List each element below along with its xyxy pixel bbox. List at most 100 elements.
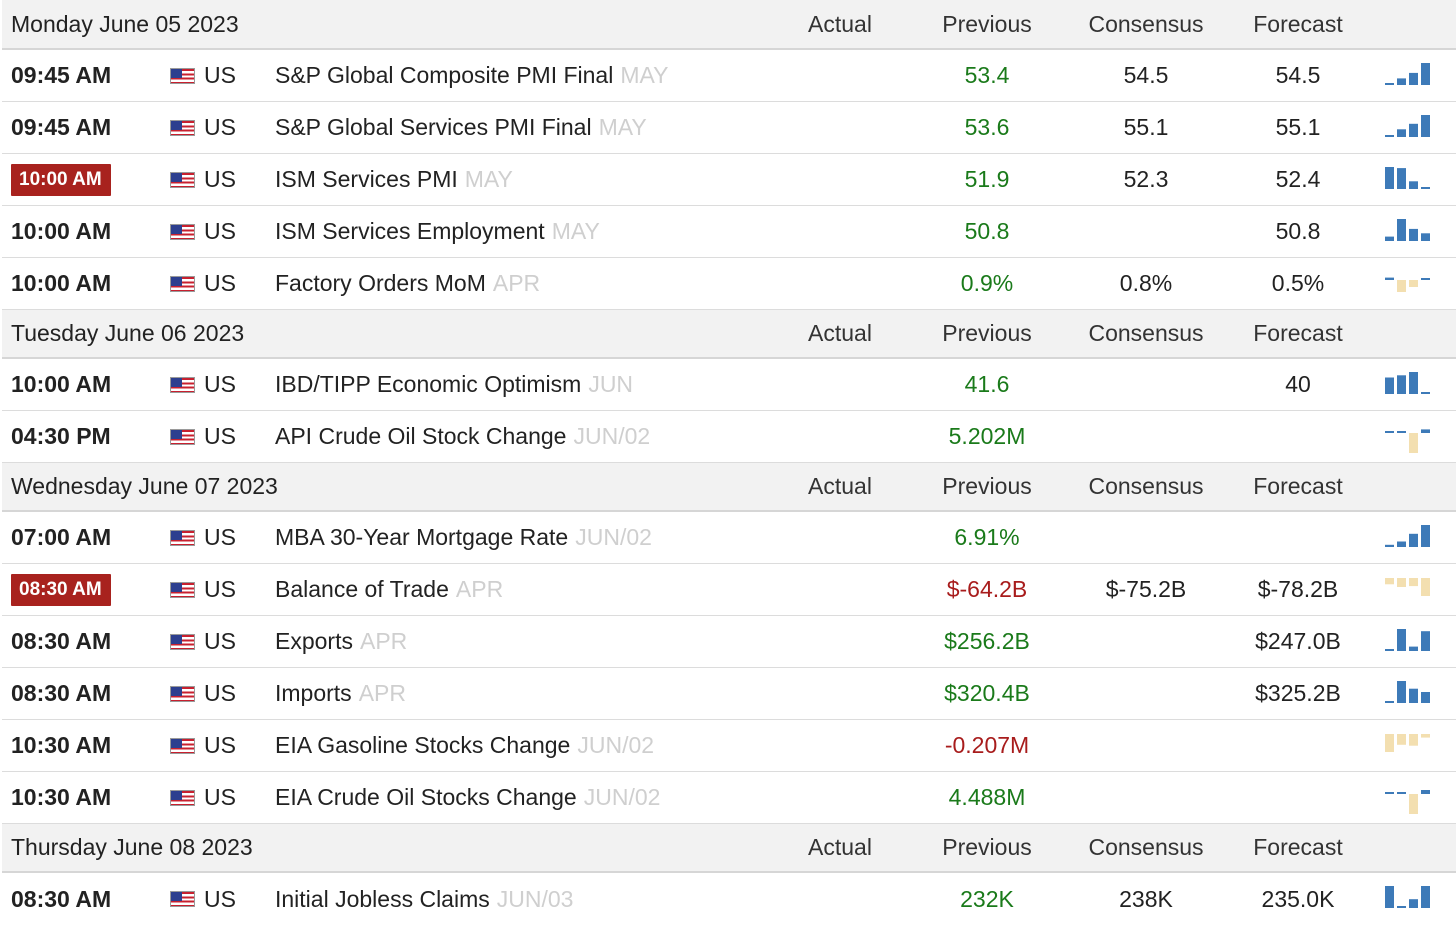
event-row[interactable]: 10:00 AM US IBD/TIPP Economic Optimism JUN 4… [2,359,1456,411]
sparkline-chart-icon[interactable] [1383,359,1437,411]
event-name[interactable]: ISM Services Employment [275,218,545,244]
sparkline-cell[interactable] [1383,668,1437,719]
column-header-actual[interactable]: Actual [808,473,872,499]
us-flag-icon [170,529,195,546]
column-header-forecast[interactable]: Forecast [1253,320,1343,346]
event-name[interactable]: Initial Jobless Claims [275,885,490,912]
event-name[interactable]: Imports [275,680,352,706]
event-row[interactable]: 09:45 AM US S&P Global Services PMI Final M… [2,102,1456,154]
column-header-previous[interactable]: Previous [942,320,1032,346]
event-row[interactable]: 10:30 AM US EIA Gasoline Stocks Change JUN/… [2,720,1456,772]
sparkline-cell[interactable] [1383,258,1437,309]
event-name[interactable]: Factory Orders MoM [275,270,486,296]
event-name-cell[interactable]: EIA Gasoline Stocks Change JUN/02 [275,720,654,771]
sparkline-chart-icon[interactable] [1383,720,1437,772]
event-name-cell[interactable]: Initial Jobless Claims JUN/03 [275,873,573,925]
event-row[interactable]: 10:30 AM US EIA Crude Oil Stocks Change JUN… [2,772,1456,824]
column-header-previous[interactable]: Previous [942,834,1032,860]
forecast-value: 50.8 [1275,218,1321,244]
column-header-consensus[interactable]: Consensus [1088,10,1204,37]
sparkline-cell[interactable] [1383,206,1437,257]
event-country: US [204,166,236,192]
sparkline-chart-icon[interactable] [1383,668,1437,720]
column-header-actual[interactable]: Actual [808,834,872,860]
sparkline-bar [1385,135,1394,137]
sparkline-cell[interactable] [1383,564,1437,615]
event-row[interactable]: 07:00 AM US MBA 30-Year Mortgage Rate JUN/0… [2,512,1456,564]
event-name[interactable]: API Crude Oil Stock Change [275,423,567,449]
sparkline-chart-icon[interactable] [1383,206,1437,258]
event-name-cell[interactable]: Balance of Trade APR [275,564,503,615]
sparkline-chart-icon[interactable] [1383,411,1437,463]
event-name-cell[interactable]: ISM Services Employment MAY [275,206,600,257]
event-name[interactable]: EIA Gasoline Stocks Change [275,732,571,758]
event-name[interactable]: ISM Services PMI [275,166,458,192]
event-name[interactable]: S&P Global Services PMI Final [275,114,592,140]
event-name-cell[interactable]: Exports APR [275,616,407,667]
event-time: 07:00 AM [11,524,112,550]
column-header-previous[interactable]: Previous [942,473,1032,499]
event-name-cell[interactable]: ISM Services PMI MAY [275,154,513,205]
event-name[interactable]: EIA Crude Oil Stocks Change [275,784,577,810]
sparkline-cell[interactable] [1383,411,1437,462]
column-header-forecast[interactable]: Forecast [1253,10,1343,37]
sparkline-cell[interactable] [1383,772,1437,823]
column-header-actual[interactable]: Actual [808,10,872,37]
sparkline-chart-icon[interactable] [1383,154,1437,206]
flag-canton [171,634,182,644]
event-name-cell[interactable]: EIA Crude Oil Stocks Change JUN/02 [275,772,660,823]
column-header-consensus[interactable]: Consensus [1088,320,1204,346]
event-row[interactable]: 10:00 AM US ISM Services Employment MAY 50.8… [2,206,1456,258]
column-header-actual[interactable]: Actual [808,320,872,346]
event-row[interactable]: 10:00 AM US ISM Services PMI MAY 51.9 52.3 52.… [2,154,1456,206]
sparkline-chart-icon[interactable] [1383,102,1437,154]
us-flag-icon [170,67,195,84]
previous-value: 4.488M [948,784,1026,810]
sparkline-cell[interactable] [1383,720,1437,771]
sparkline-bar [1421,525,1430,547]
sparkline-chart-icon[interactable] [1383,258,1437,310]
event-name-cell[interactable]: IBD/TIPP Economic Optimism JUN [275,359,633,410]
event-row[interactable]: 08:30 AM US Imports APR $320.4B $325.2B [2,668,1456,720]
column-header-forecast[interactable]: Forecast [1253,473,1343,499]
event-row[interactable]: 09:45 AM US S&P Global Composite PMI Final… [2,50,1456,102]
event-time-cell: 09:45 AM [11,50,111,101]
sparkline-chart-icon[interactable] [1383,512,1437,564]
sparkline-cell[interactable] [1383,873,1437,925]
event-row[interactable]: 08:30 AM US Balance of Trade APR $-64.2B $-75… [2,564,1456,616]
event-name[interactable]: S&P Global Composite PMI Final [275,62,614,88]
sparkline-cell[interactable] [1383,154,1437,205]
sparkline-chart-icon[interactable] [1383,616,1437,668]
event-name[interactable]: MBA 30-Year Mortgage Rate [275,524,569,550]
sparkline-cell[interactable] [1383,50,1437,101]
column-header-consensus[interactable]: Consensus [1088,473,1204,499]
event-row[interactable]: 10:00 AM US Factory Orders MoM APR 0.9% 0.8% 0… [2,258,1456,310]
event-name-cell[interactable]: API Crude Oil Stock Change JUN/02 [275,411,650,462]
sparkline-chart-icon[interactable] [1383,772,1437,824]
column-header-previous[interactable]: Previous [942,10,1032,37]
column-header-forecast[interactable]: Forecast [1253,834,1343,860]
event-row[interactable]: 04:30 PM US API Crude Oil Stock Change JUN/… [2,411,1456,463]
sparkline-bar [1421,886,1430,908]
sparkline-cell[interactable] [1383,616,1437,667]
event-row[interactable]: 08:30 AM US Exports APR $256.2B $247.0B [2,616,1456,668]
actual-value [770,720,910,771]
us-flag-icon [170,171,195,188]
event-name-cell[interactable]: Imports APR [275,668,406,719]
event-row[interactable]: 08:30 AM US Initial Jobless Claims JUN/03 23… [2,873,1456,925]
event-name-cell[interactable]: S&P Global Composite PMI Final MAY [275,50,668,101]
sparkline-chart-icon[interactable] [1383,564,1437,616]
event-name-cell[interactable]: S&P Global Services PMI Final MAY [275,102,647,153]
sparkline-cell[interactable] [1383,102,1437,153]
event-name[interactable]: Balance of Trade [275,576,449,602]
event-name[interactable]: IBD/TIPP Economic Optimism [275,371,582,397]
forecast-value: 40 [1285,371,1311,397]
column-header-consensus[interactable]: Consensus [1088,834,1204,860]
event-name-cell[interactable]: MBA 30-Year Mortgage Rate JUN/02 [275,512,652,563]
sparkline-cell[interactable] [1383,512,1437,563]
event-name[interactable]: Exports [275,628,353,654]
sparkline-chart-icon[interactable] [1383,50,1437,102]
event-name-cell[interactable]: Factory Orders MoM APR [275,258,540,309]
sparkline-chart-icon[interactable] [1383,873,1437,925]
sparkline-cell[interactable] [1383,359,1437,410]
